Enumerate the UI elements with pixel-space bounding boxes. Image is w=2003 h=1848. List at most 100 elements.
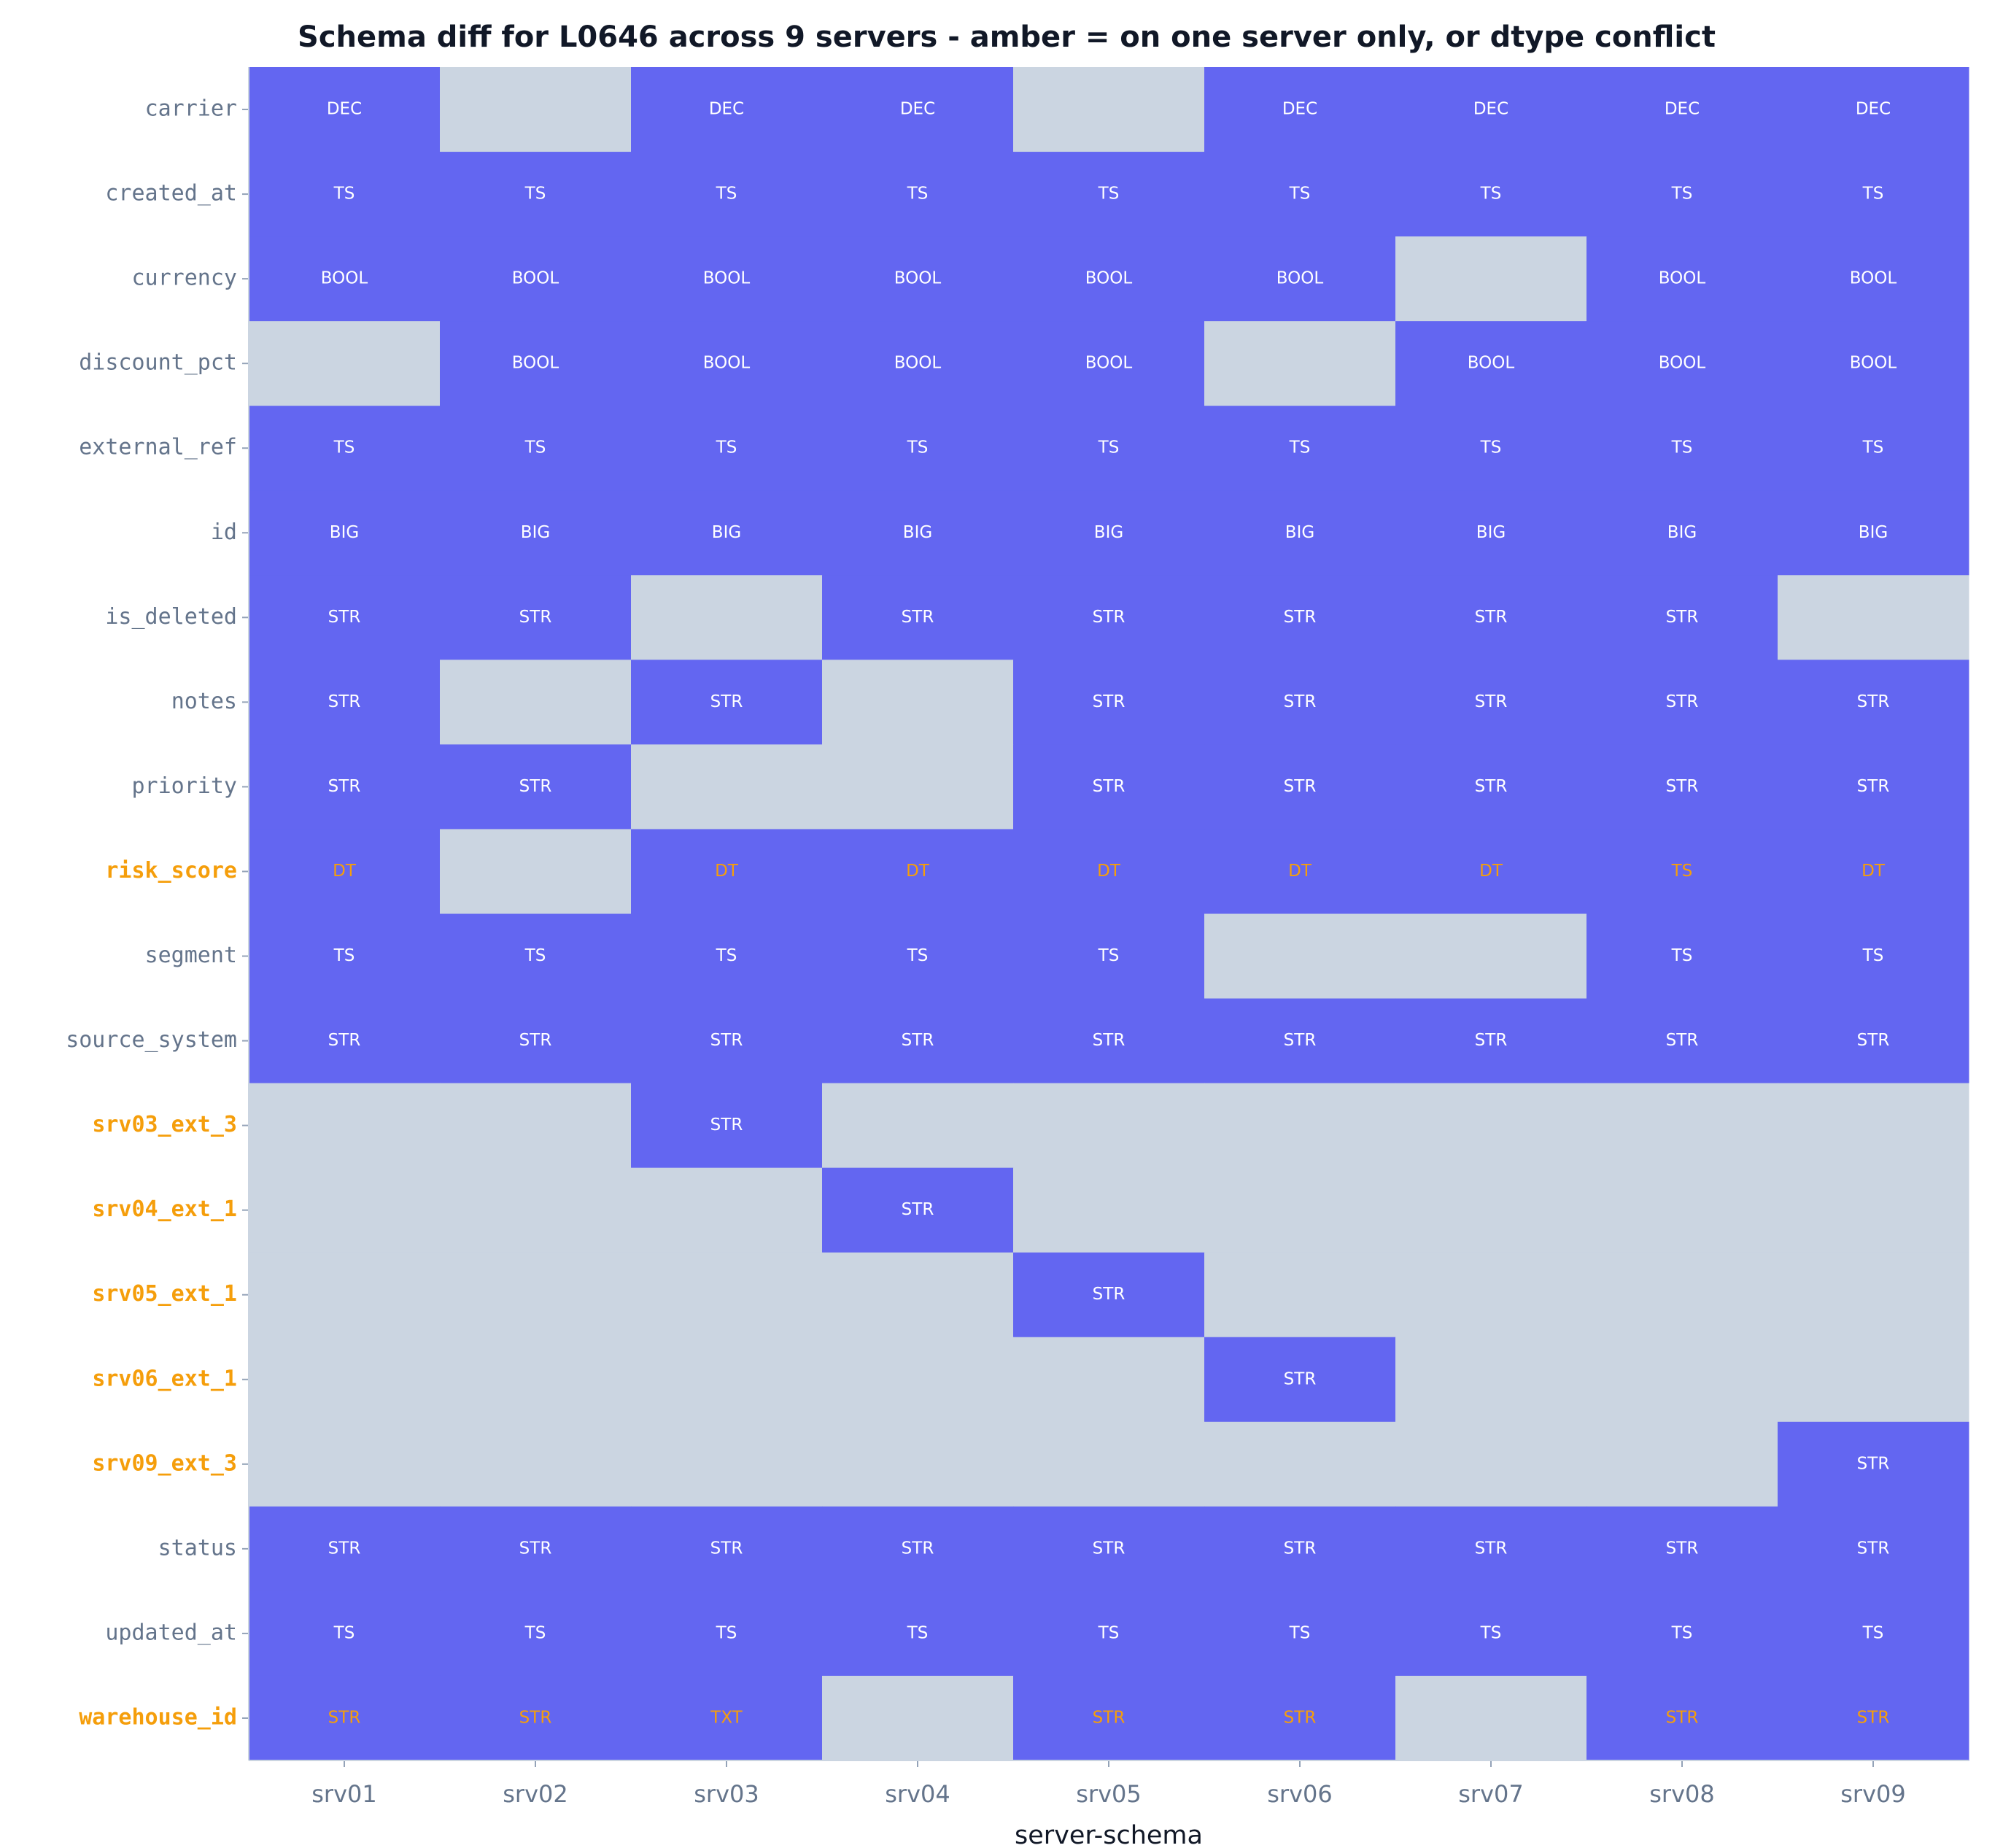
cell-label: STR (1093, 1031, 1126, 1050)
cell (440, 1590, 632, 1677)
cell (249, 575, 441, 660)
cell (1778, 321, 1969, 406)
cell-label: TS (1289, 1623, 1311, 1642)
cell-label: TS (524, 438, 546, 457)
cell-label: DT (1288, 862, 1312, 881)
cell (1013, 1675, 1205, 1761)
x-axis-label: server-schema (1015, 1821, 1203, 1848)
cell-label: STR (328, 1031, 361, 1050)
cell (1778, 490, 1969, 576)
cell-label: TS (716, 185, 737, 204)
cell-label: STR (710, 1539, 743, 1558)
cell (1586, 490, 1778, 576)
cell (1586, 1252, 1778, 1338)
cell-label: STR (1284, 608, 1317, 627)
y-tick-label: notes (171, 689, 237, 714)
cell (631, 744, 823, 830)
cell (1586, 1590, 1778, 1677)
cell (631, 67, 823, 152)
y-tick-label: segment (145, 943, 237, 968)
cell-label: STR (1475, 1031, 1508, 1050)
cell-label: BOOL (321, 269, 368, 288)
cell-label: TS (1480, 438, 1502, 457)
cell (1013, 67, 1205, 152)
cell (822, 67, 1014, 152)
cell (1013, 236, 1205, 322)
cell (822, 1506, 1014, 1592)
cell-label: DT (1479, 862, 1503, 881)
cell (440, 1252, 632, 1338)
cell (1204, 829, 1396, 914)
cell (1586, 1167, 1778, 1253)
cell (631, 660, 823, 745)
cell-label: STR (902, 608, 934, 627)
cell-label: TS (716, 438, 737, 457)
cell (822, 575, 1014, 660)
cell (440, 575, 632, 660)
cell-label: DT (1097, 862, 1121, 881)
cell-label: STR (1093, 692, 1126, 711)
y-tick-label: created_at (105, 181, 237, 206)
cell (440, 152, 632, 237)
cell (631, 1675, 823, 1761)
cell (1778, 406, 1969, 491)
cell (1778, 152, 1969, 237)
cell-label: STR (1284, 1539, 1317, 1558)
cell-label: STR (328, 777, 361, 796)
cell (822, 998, 1014, 1084)
y-tick-label: srv06_ext_1 (92, 1366, 237, 1391)
cell (1204, 1421, 1396, 1507)
cell-label: BOOL (512, 269, 559, 288)
cell (822, 913, 1014, 1000)
cell (1013, 660, 1205, 745)
cell (440, 321, 632, 406)
cell-label: DT (906, 862, 930, 881)
cell (1013, 1506, 1205, 1592)
cell (1013, 913, 1205, 1000)
cell-label: BIG (330, 523, 359, 542)
cell (249, 1167, 441, 1253)
cell (1204, 998, 1396, 1084)
cell-label: STR (519, 1539, 552, 1558)
cell (822, 1421, 1014, 1507)
cell (822, 1337, 1014, 1423)
cell (1204, 1252, 1396, 1338)
y-tick-label: is_deleted (105, 604, 237, 630)
cell (631, 1421, 823, 1507)
cell (1013, 490, 1205, 576)
y-tick-label: warehouse_id (79, 1704, 237, 1730)
cell-label: TS (524, 946, 546, 965)
cell-label: STR (1093, 1708, 1126, 1727)
cell-label: TS (1862, 185, 1884, 204)
cell (1586, 575, 1778, 660)
cell-label: STR (328, 1539, 361, 1558)
cell-label: STR (1475, 777, 1508, 796)
cell-label: BOOL (1276, 269, 1324, 288)
cell (631, 406, 823, 491)
cell-label: BOOL (1468, 354, 1515, 373)
x-tick-label: srv03 (694, 1780, 759, 1808)
cell-label: STR (1857, 777, 1890, 796)
cell (631, 1167, 823, 1253)
cell (440, 1675, 632, 1761)
cell-label: STR (1284, 1031, 1317, 1050)
cell (822, 152, 1014, 237)
cell (631, 998, 823, 1084)
cell (1395, 1506, 1587, 1592)
cell (249, 744, 441, 830)
cell (440, 1337, 632, 1423)
cell-label: BOOL (894, 269, 942, 288)
cell (1778, 1675, 1969, 1761)
cell (440, 1083, 632, 1169)
cell (440, 1506, 632, 1592)
y-tick-label: risk_score (105, 858, 237, 884)
cell (1013, 1083, 1205, 1169)
cell-label: BIG (712, 523, 741, 542)
cell (1395, 1167, 1587, 1253)
cell (249, 913, 441, 1000)
cell (440, 236, 632, 322)
cell (1395, 1252, 1587, 1338)
y-tick-label: id (211, 519, 237, 545)
cell (631, 829, 823, 914)
cell (1204, 1506, 1396, 1592)
